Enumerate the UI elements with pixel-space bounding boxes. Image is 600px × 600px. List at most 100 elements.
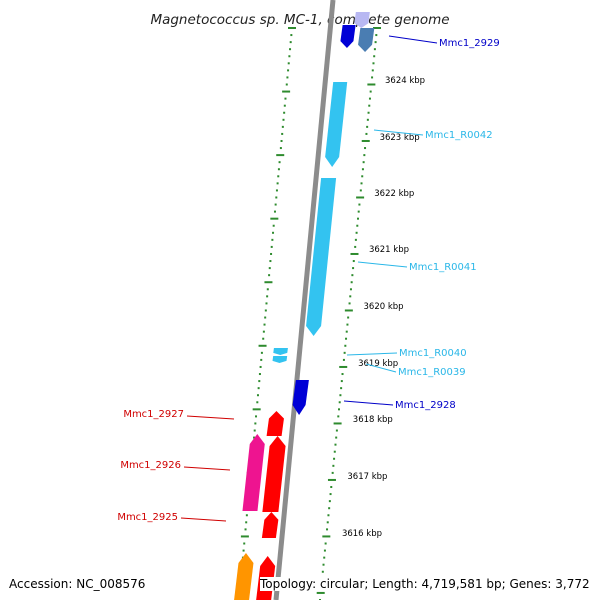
tick-label: 3624 kbp xyxy=(385,76,425,86)
gene-label: Mmc1_R0039 xyxy=(398,367,466,378)
gc-mark xyxy=(364,147,367,150)
gc-mark xyxy=(361,139,370,142)
gene-label-leader xyxy=(365,363,397,373)
gc-mark xyxy=(244,528,247,531)
gene-arrow-mmc1-r0039 xyxy=(272,356,288,363)
gc-mark xyxy=(284,97,287,100)
gc-mark xyxy=(252,408,261,411)
gc-mark xyxy=(275,189,278,192)
gene-label: Mmc1_2928 xyxy=(395,400,456,411)
gene-arrow-mmc1-2926 xyxy=(262,436,286,512)
gc-mark xyxy=(240,535,249,538)
gc-mark xyxy=(357,217,359,220)
gene-label-leader xyxy=(183,466,231,471)
gc-mark xyxy=(366,118,369,121)
gc-mark xyxy=(352,260,355,263)
gc-mark xyxy=(265,302,268,305)
gc-mark xyxy=(338,401,341,404)
tick-label: 3622 kbp xyxy=(374,189,414,199)
gc-mark xyxy=(253,436,256,439)
gc-mark xyxy=(270,252,273,255)
gene-arrow-mmc1-2928 xyxy=(292,380,309,415)
gc-mark xyxy=(338,408,340,411)
gc-mark xyxy=(354,238,357,241)
gc-mark xyxy=(290,34,293,37)
gc-mark xyxy=(371,76,374,79)
gene-arrow-mmc1-r0042 xyxy=(325,82,348,167)
gc-mark xyxy=(283,111,286,114)
gc-mark xyxy=(335,429,338,432)
gc-mark xyxy=(279,147,282,150)
gc-mark xyxy=(328,500,331,503)
gc-mark xyxy=(289,48,292,51)
gc-mark xyxy=(277,175,280,178)
gc-mark xyxy=(282,90,291,93)
gc-mark xyxy=(372,62,375,65)
gc-mark xyxy=(259,365,262,368)
gc-mark xyxy=(357,210,360,213)
gc-mark xyxy=(287,69,290,72)
gc-mark xyxy=(335,436,338,439)
gc-mark xyxy=(323,556,326,559)
genome-summary: Topology: circular; Length: 4,719,581 bp… xyxy=(260,577,590,591)
gene-arrow-mmc1-2929 xyxy=(340,25,356,48)
coordinate-ticks: 3624 kbp 3623 kbp 3622 kbp 3621 kbp 3620 kbp… xyxy=(342,76,425,539)
gc-mark xyxy=(326,528,329,531)
tick-label: 3618 kbp xyxy=(353,415,393,425)
gc-mark xyxy=(334,443,337,446)
gc-mark xyxy=(323,549,326,552)
gc-mark xyxy=(258,344,267,347)
gc-mark xyxy=(264,281,273,284)
gc-mark xyxy=(360,182,363,185)
gene-label-leader xyxy=(180,517,227,522)
gene-arrow-mmc1-r0040 xyxy=(273,348,288,355)
gc-mark xyxy=(324,542,327,545)
gc-mark xyxy=(349,295,352,298)
gc-mark xyxy=(271,238,274,241)
gene-label: Mmc1_2925 xyxy=(117,512,178,523)
gc-mark xyxy=(373,48,376,51)
gc-mark xyxy=(266,288,269,291)
gene-arrow-mmc1-r0041 xyxy=(306,178,337,336)
gc-mark xyxy=(245,514,248,517)
gene-label: Mmc1_2927 xyxy=(123,409,184,420)
gc-mark xyxy=(253,429,256,432)
gc-mark xyxy=(256,401,259,404)
gc-mark xyxy=(326,521,329,524)
gc-mark xyxy=(258,373,261,376)
gc-mark xyxy=(328,507,331,510)
gc-mark xyxy=(282,118,285,121)
gc-mark xyxy=(283,104,286,107)
gc-mark xyxy=(337,415,340,418)
gene-features xyxy=(234,12,375,600)
gc-mark xyxy=(333,450,336,453)
gene-label-leader xyxy=(357,261,408,268)
gene-label-leader xyxy=(373,129,424,136)
gc-mark xyxy=(354,245,357,248)
gc-mark xyxy=(285,83,288,86)
gc-mark xyxy=(348,302,351,305)
gene-arrow-pale xyxy=(354,12,370,28)
gc-mark xyxy=(349,288,352,291)
gc-mark xyxy=(344,344,347,347)
gc-mark xyxy=(262,337,265,340)
gc-mark xyxy=(369,90,372,93)
gene-arrow-steel xyxy=(358,28,375,52)
gc-mark xyxy=(344,309,353,312)
tick-label: 3621 kbp xyxy=(369,245,409,255)
gc-mark xyxy=(256,394,259,397)
gc-mark xyxy=(274,203,277,206)
gc-mark xyxy=(277,168,280,171)
gc-mark xyxy=(343,351,346,354)
gc-mark xyxy=(356,224,359,227)
gc-mark xyxy=(263,323,266,326)
gc-mark xyxy=(333,457,336,460)
gc-mark xyxy=(327,514,330,517)
gc-mark xyxy=(322,563,325,566)
gc-mark xyxy=(351,274,354,277)
gc-mark xyxy=(243,542,246,545)
gc-mark xyxy=(278,161,281,164)
gc-mark xyxy=(257,387,260,390)
gc-mark xyxy=(373,27,381,29)
